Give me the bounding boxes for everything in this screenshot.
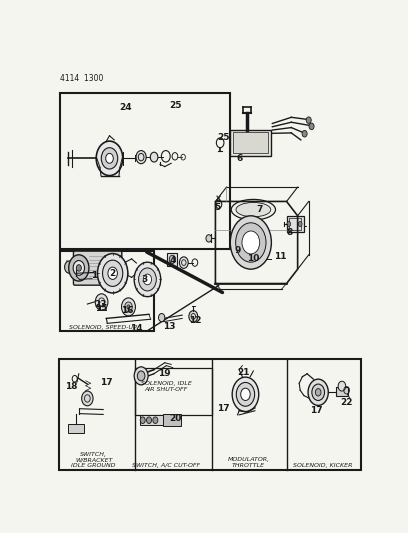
Circle shape [76,265,81,271]
Circle shape [153,417,158,424]
Text: 17: 17 [310,406,323,415]
Bar [233,133,268,153]
Circle shape [338,381,346,391]
Text: 9: 9 [234,246,241,255]
Text: 23: 23 [94,300,106,309]
Bar [286,216,304,232]
Text: 3: 3 [141,275,147,284]
Text: 19: 19 [159,369,171,378]
Text: MODULATOR,
THROTTLE: MODULATOR, THROTTLE [228,457,270,468]
Text: 13: 13 [163,322,176,331]
Circle shape [134,367,148,385]
Circle shape [298,222,302,227]
Text: 24: 24 [119,102,132,111]
Text: 6: 6 [236,154,242,163]
Circle shape [230,216,271,269]
Bar [69,424,84,433]
Text: 8: 8 [286,228,293,237]
Text: SOLENOID, IDLE
AIR SHUT-OFF: SOLENOID, IDLE AIR SHUT-OFF [141,382,192,392]
Text: SWITCH, A/C CUT-OFF: SWITCH, A/C CUT-OFF [132,463,200,468]
Bar [60,251,154,330]
Text: 4: 4 [170,256,176,265]
Circle shape [73,261,84,276]
Text: 2: 2 [109,269,116,278]
Text: 14: 14 [130,324,143,333]
Text: 5: 5 [214,203,220,212]
Circle shape [98,254,128,293]
Circle shape [125,302,132,312]
Circle shape [287,222,290,227]
Circle shape [95,294,108,310]
Circle shape [169,255,175,263]
Circle shape [143,274,151,285]
Circle shape [236,223,266,262]
Text: 1: 1 [91,271,97,280]
Text: 20: 20 [170,415,182,423]
Circle shape [106,154,113,163]
Circle shape [111,261,122,274]
Circle shape [309,123,314,130]
Bar [135,368,212,415]
Circle shape [122,298,135,316]
Circle shape [139,268,156,291]
Text: 15: 15 [95,304,108,313]
Circle shape [236,383,255,406]
Circle shape [315,389,321,396]
Bar [335,387,348,397]
Circle shape [134,262,161,297]
Circle shape [140,417,145,424]
Ellipse shape [231,199,275,220]
Circle shape [242,231,259,254]
Circle shape [308,379,328,406]
Circle shape [158,313,165,322]
Text: 25: 25 [217,133,230,142]
Bar [289,219,301,230]
Circle shape [108,267,118,279]
Text: 21: 21 [237,368,250,377]
Circle shape [150,152,158,162]
Circle shape [108,256,125,279]
Text: 12: 12 [188,316,201,325]
Circle shape [64,261,74,273]
Circle shape [232,377,259,411]
Circle shape [180,257,188,268]
Text: 25: 25 [170,101,182,109]
Text: 16: 16 [121,306,133,314]
Circle shape [206,235,212,242]
Text: 11: 11 [274,252,286,261]
Circle shape [69,255,89,281]
Circle shape [146,417,151,424]
Circle shape [241,388,250,400]
Text: 4114  1300: 4114 1300 [60,74,104,83]
Circle shape [82,391,93,406]
Text: 18: 18 [65,382,78,391]
Bar [167,253,177,266]
Circle shape [127,305,130,309]
Circle shape [137,371,145,381]
Text: SOLENOID, SPEED-UP: SOLENOID, SPEED-UP [69,325,137,330]
Text: SOLENOID, KICKER: SOLENOID, KICKER [293,463,353,468]
Circle shape [114,265,119,271]
Text: SWITCH,
W/BRACKET
IDLE GROUND: SWITCH, W/BRACKET IDLE GROUND [71,451,116,468]
Bar [163,414,181,426]
Circle shape [136,150,146,164]
Circle shape [101,148,118,169]
Ellipse shape [236,203,271,217]
Text: 17: 17 [100,377,113,386]
Circle shape [102,260,123,286]
Text: 10: 10 [247,254,259,263]
Text: 22: 22 [340,398,353,407]
Circle shape [306,117,311,124]
Text: 7: 7 [257,205,263,214]
Text: 17: 17 [217,404,230,413]
Bar [230,130,271,156]
Bar [140,415,165,425]
Circle shape [189,311,198,322]
FancyBboxPatch shape [73,251,122,285]
Circle shape [312,384,324,400]
Bar [59,359,361,470]
Bar [60,93,230,248]
Circle shape [96,141,123,175]
Circle shape [302,131,307,137]
